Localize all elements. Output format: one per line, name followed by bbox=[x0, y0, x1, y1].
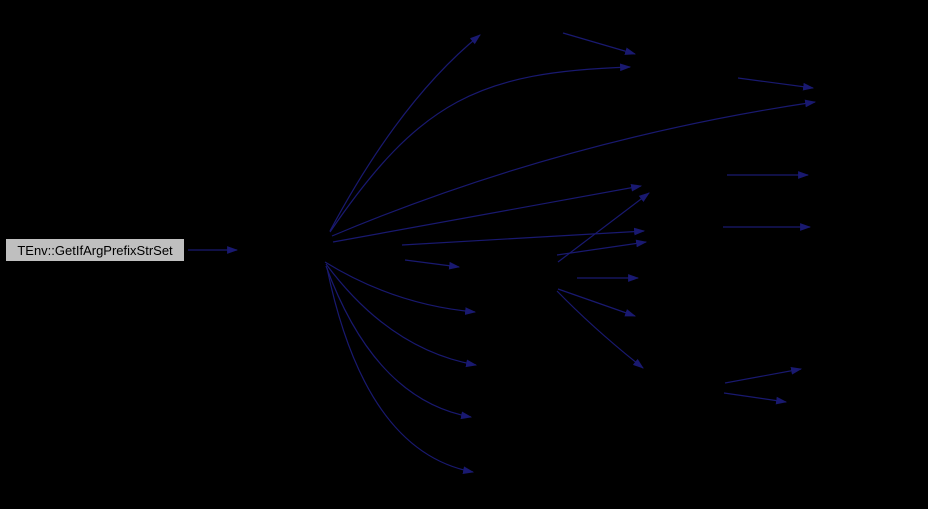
edge-hub-to-top-node bbox=[329, 34, 481, 232]
edge-node-m-to-node-i bbox=[723, 392, 788, 405]
root-function-label: TEnv::GetIfArgPrefixStrSet bbox=[17, 242, 173, 258]
edge-mid-to-hub2-short bbox=[404, 259, 461, 270]
edge-hub-fan-down-4 bbox=[326, 267, 475, 474]
edge-hub2-to-node-g bbox=[556, 239, 648, 256]
root-function-node[interactable]: TEnv::GetIfArgPrefixStrSet bbox=[5, 238, 185, 262]
edge-node-b-to-node-c bbox=[737, 77, 815, 91]
call-graph-edges bbox=[188, 32, 817, 474]
edge-mid-to-node-g bbox=[401, 227, 646, 246]
edge-hub2-to-node-l bbox=[557, 288, 637, 317]
edge-hub2-to-node-m bbox=[556, 290, 644, 369]
edge-hub-to-node-b-curve bbox=[329, 63, 632, 233]
edge-hub-fan-down-2 bbox=[325, 263, 478, 368]
edge-hub2-to-node-f bbox=[557, 192, 650, 263]
edge-hub-fan-down-1 bbox=[324, 261, 477, 315]
edge-hub-to-node-f bbox=[332, 183, 643, 243]
edge-hub-to-node-c-long bbox=[331, 99, 817, 237]
edge-hub-fan-down-3 bbox=[325, 265, 473, 420]
edge-node-a-to-node-b bbox=[562, 32, 637, 55]
edge-node-m-to-node-h bbox=[724, 367, 803, 384]
